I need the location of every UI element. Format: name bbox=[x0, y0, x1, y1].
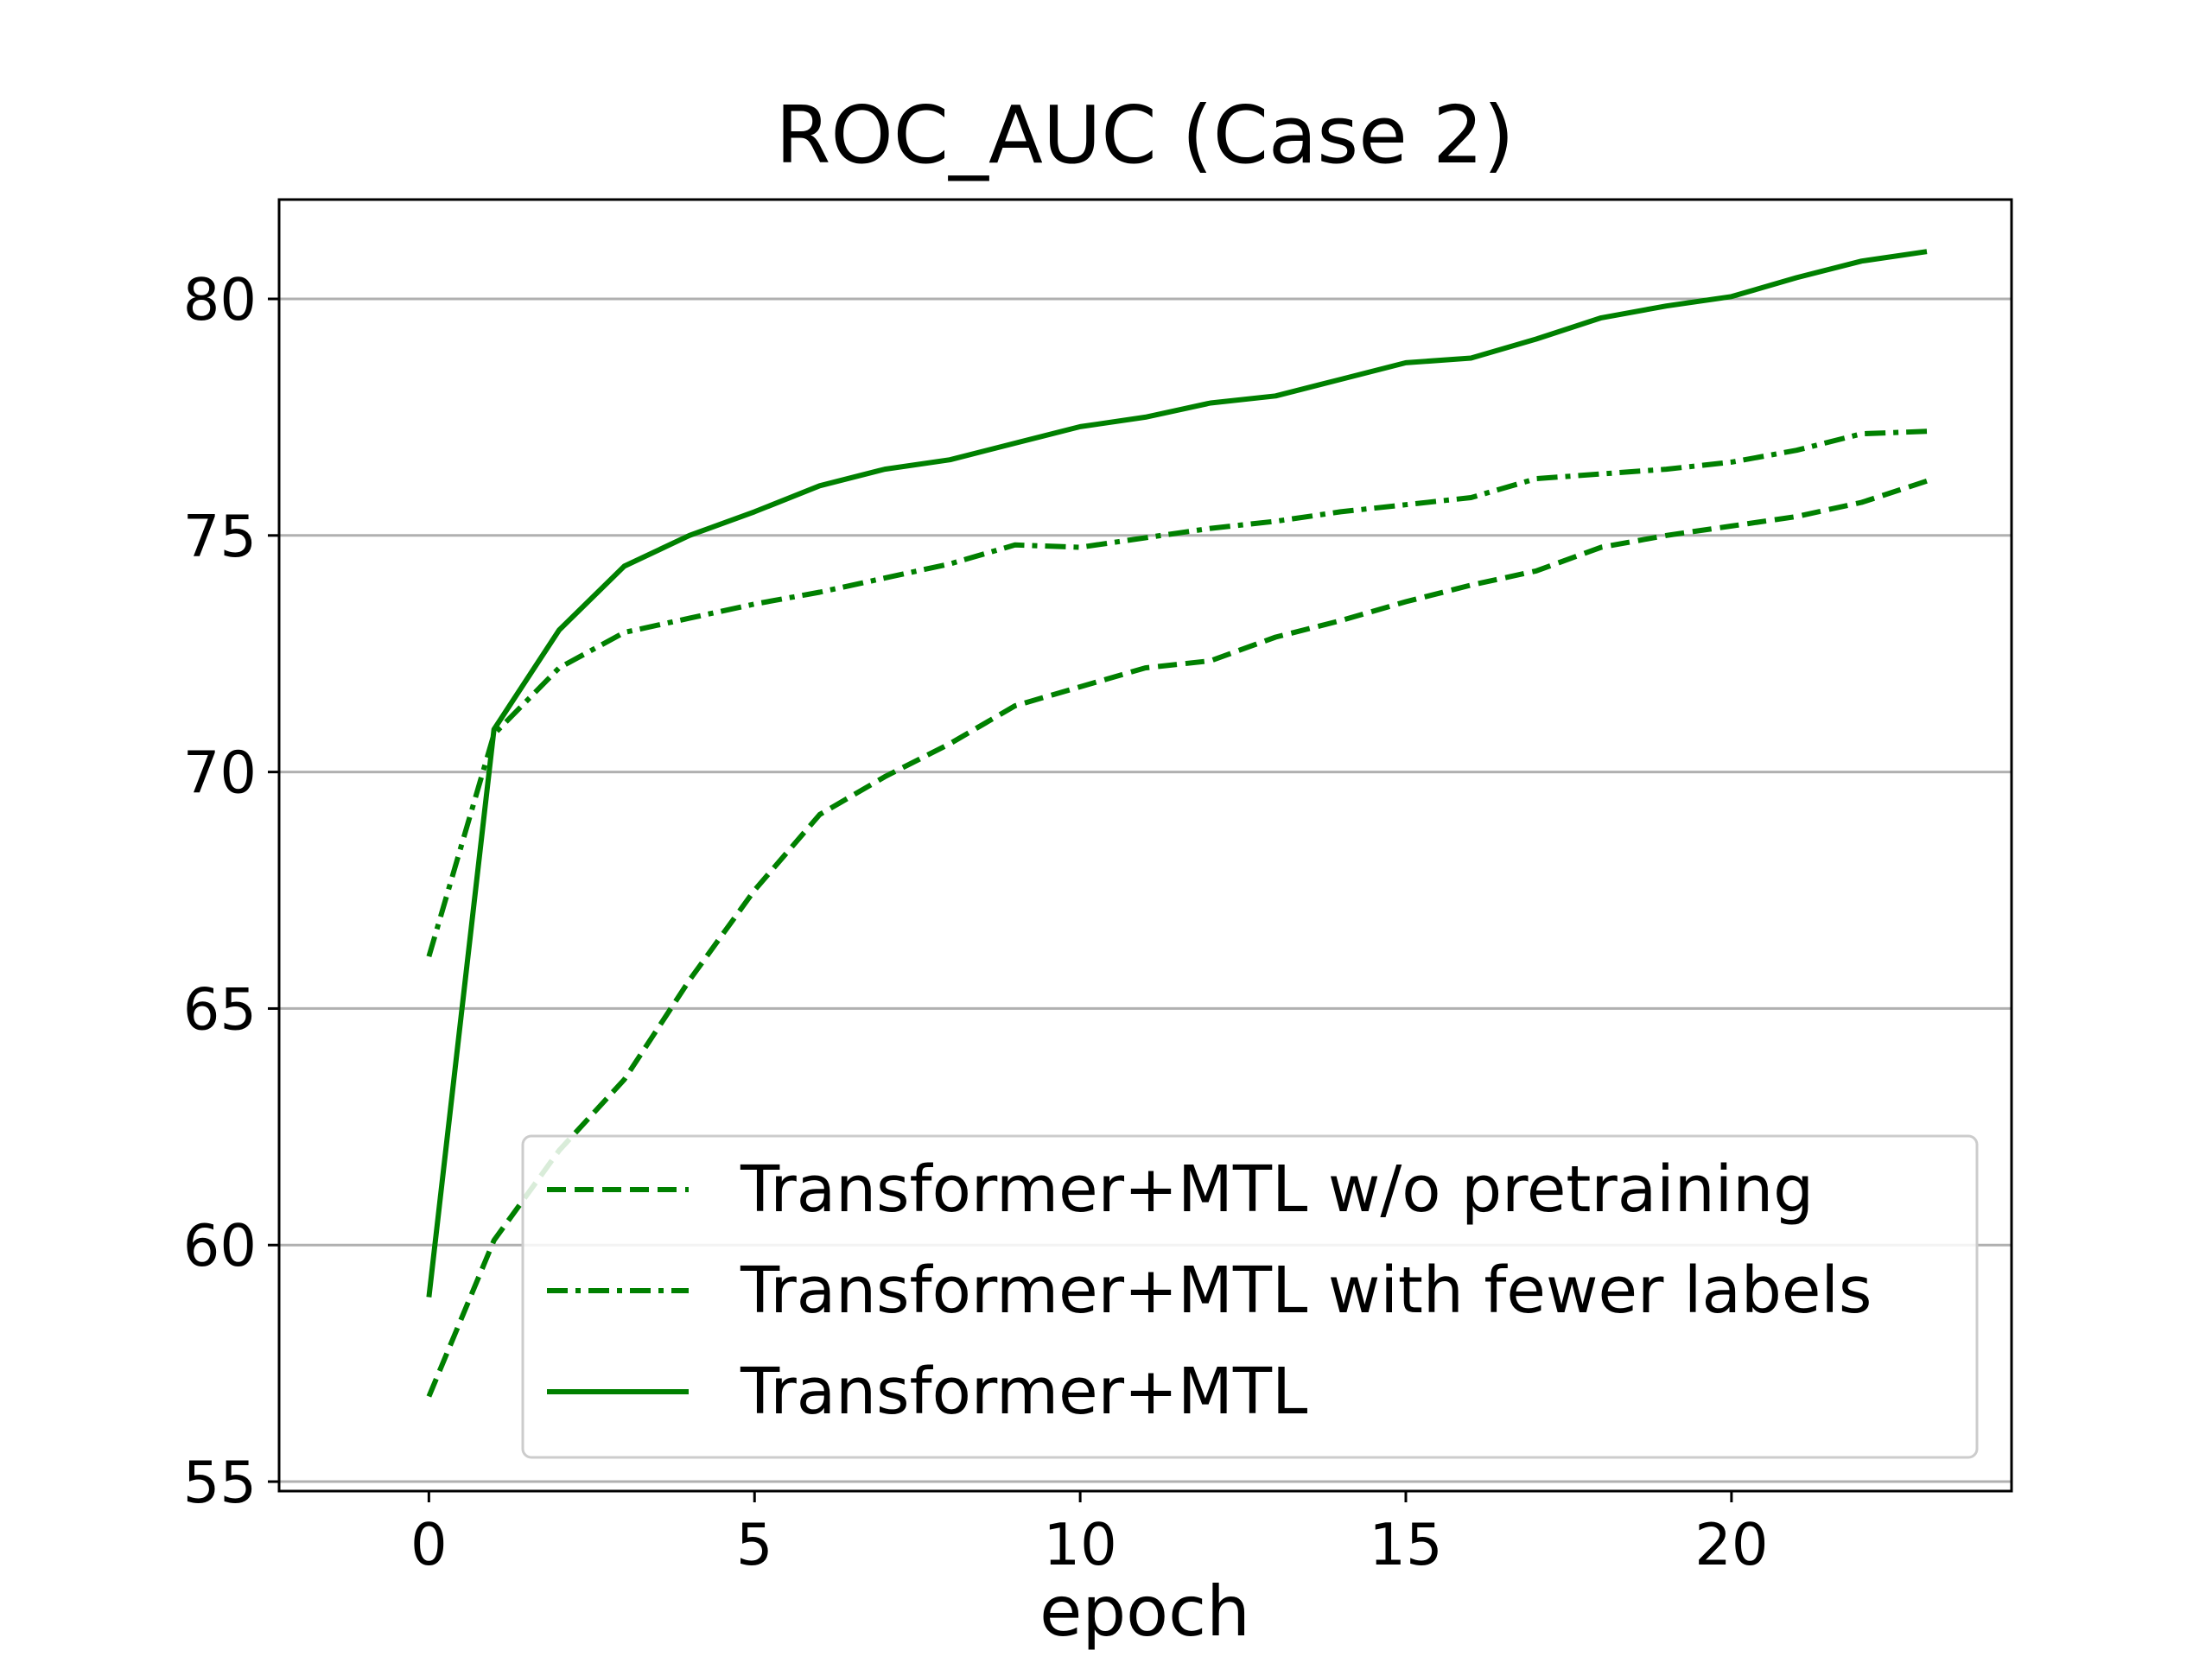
y-tick-label: 80 bbox=[183, 266, 257, 333]
x-axis-label: epoch bbox=[1039, 1571, 1250, 1652]
legend-label: Transformer+MTL with fewer labels bbox=[740, 1254, 1872, 1328]
series-line bbox=[426, 428, 1928, 958]
plot-frame bbox=[277, 198, 2013, 1493]
x-tick-label: 10 bbox=[1043, 1511, 1116, 1578]
y-tick-label: 70 bbox=[183, 739, 257, 807]
y-tick-label: 60 bbox=[183, 1212, 257, 1279]
series-lines bbox=[426, 249, 1928, 1398]
y-axis-ticks: 55 60 65 70 75 80 bbox=[183, 266, 279, 1516]
x-tick-label: 15 bbox=[1369, 1511, 1442, 1578]
legend-label: Transformer+MTL bbox=[740, 1355, 1307, 1429]
y-tick-label: 75 bbox=[183, 503, 257, 570]
legend-label: Transformer+MTL w/o pretraining bbox=[740, 1152, 1814, 1227]
y-tick-label: 65 bbox=[183, 975, 257, 1043]
legend-box bbox=[521, 1134, 1979, 1459]
chart-title: ROC_AUC (Case 2) bbox=[775, 89, 1514, 181]
x-axis-ticks: 0 5 10 15 20 bbox=[410, 1491, 1769, 1578]
x-tick-label: 20 bbox=[1694, 1511, 1768, 1578]
y-tick-label: 55 bbox=[183, 1449, 257, 1516]
x-tick-label: 5 bbox=[736, 1511, 773, 1578]
x-tick-label: 0 bbox=[410, 1511, 448, 1578]
series-line bbox=[426, 478, 1928, 1398]
legend: Transformer+MTL w/o pretraining Transform… bbox=[521, 1134, 1979, 1459]
series-line bbox=[426, 249, 1928, 1298]
